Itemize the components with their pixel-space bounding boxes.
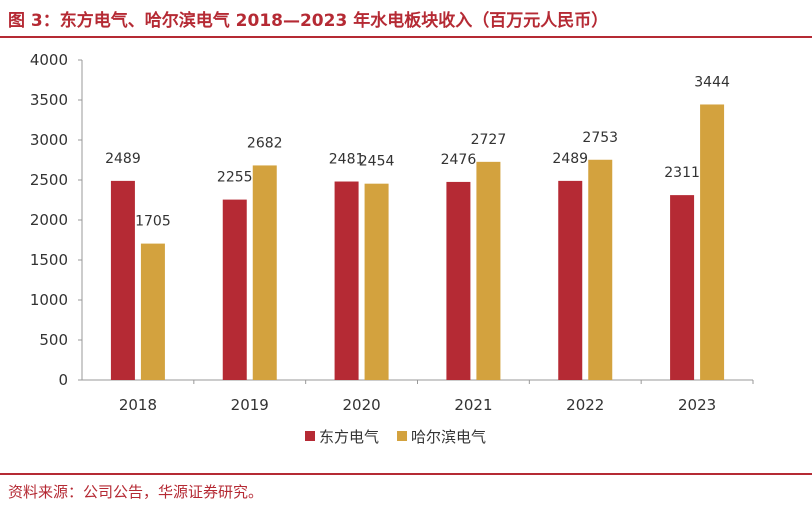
source-note: 资料来源：公司公告，华源证券研究。 bbox=[8, 483, 264, 501]
bar-2023-series-1 bbox=[700, 104, 725, 380]
data-label: 2255 bbox=[217, 170, 253, 186]
data-label: 2753 bbox=[582, 130, 618, 146]
y-tick-label: 1000 bbox=[30, 291, 68, 309]
data-label: 2727 bbox=[471, 132, 507, 148]
bars bbox=[110, 104, 725, 380]
bar-2021-series-0 bbox=[446, 181, 471, 380]
x-axis-ticks: 2018 2019 2020 2021 2022 2023 bbox=[119, 380, 754, 414]
bar-2023-series-0 bbox=[670, 195, 695, 380]
source-divider bbox=[0, 473, 812, 475]
legend-swatch bbox=[305, 431, 315, 441]
data-label: 2682 bbox=[247, 135, 283, 151]
data-label: 2454 bbox=[359, 154, 395, 170]
data-label: 2311 bbox=[664, 165, 700, 181]
bar-2022-series-0 bbox=[558, 180, 583, 380]
x-tick-label: 2021 bbox=[454, 396, 492, 414]
y-tick-label: 1500 bbox=[30, 251, 68, 269]
y-tick-label: 3000 bbox=[30, 131, 68, 149]
y-tick-label: 3500 bbox=[30, 91, 68, 109]
legend-label: 东方电气 bbox=[319, 428, 379, 446]
bar-2021-series-1 bbox=[476, 161, 501, 380]
x-tick-label: 2022 bbox=[566, 396, 604, 414]
bar-2022-series-1 bbox=[588, 159, 613, 380]
y-tick-label: 4000 bbox=[30, 51, 68, 69]
data-label: 3444 bbox=[694, 74, 730, 90]
y-tick-label: 0 bbox=[58, 371, 68, 389]
bar-2018-series-1 bbox=[140, 243, 165, 380]
y-tick-label: 2000 bbox=[30, 211, 68, 229]
data-label: 2481 bbox=[329, 152, 365, 168]
bar-2020-series-0 bbox=[334, 181, 359, 380]
bar-2019-series-1 bbox=[252, 165, 277, 380]
y-tick-label: 500 bbox=[39, 331, 68, 349]
y-tick-label: 2500 bbox=[30, 171, 68, 189]
bar-2018-series-0 bbox=[110, 180, 135, 380]
bar-2019-series-0 bbox=[222, 199, 247, 380]
data-labels: 2489 2255 2481 2476 2489 2311 1705 2682 2454 2727… bbox=[105, 74, 730, 229]
x-tick-label: 2023 bbox=[678, 396, 716, 414]
x-tick-label: 2019 bbox=[231, 396, 269, 414]
legend-label: 哈尔滨电气 bbox=[411, 428, 486, 446]
data-label: 2489 bbox=[552, 151, 588, 167]
x-tick-label: 2018 bbox=[119, 396, 157, 414]
data-label: 1705 bbox=[135, 214, 171, 230]
legend: 东方电气 哈尔滨电气 bbox=[305, 428, 486, 446]
x-tick-label: 2020 bbox=[342, 396, 380, 414]
bar-2020-series-1 bbox=[364, 183, 389, 380]
data-label: 2489 bbox=[105, 151, 141, 167]
data-label: 2476 bbox=[441, 152, 477, 168]
y-axis-ticks: 0 500 1000 1500 2000 2500 3000 3500 4000 bbox=[30, 51, 82, 389]
title-divider bbox=[0, 36, 812, 38]
chart-title: 图 3：东方电气、哈尔滨电气 2018—2023 年水电板块收入（百万元人民币） bbox=[8, 11, 609, 31]
legend-swatch bbox=[397, 431, 408, 441]
